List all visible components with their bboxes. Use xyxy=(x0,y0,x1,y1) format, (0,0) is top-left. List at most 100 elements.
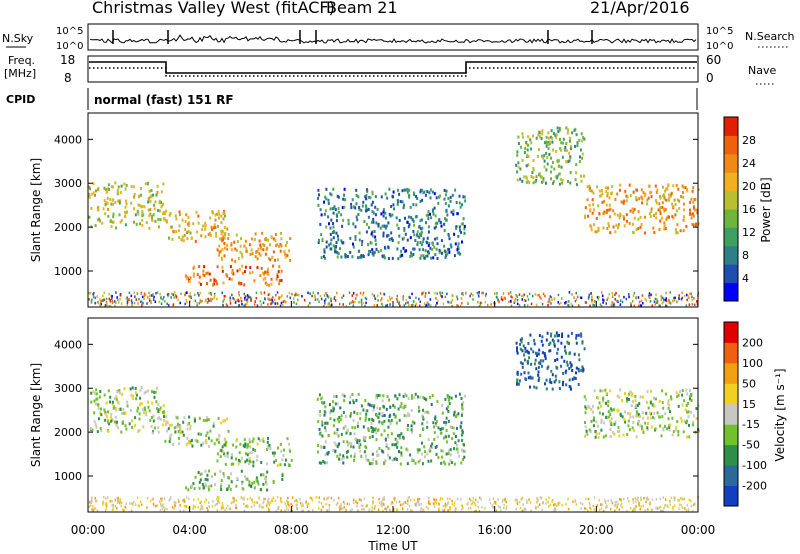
echo-cell xyxy=(406,190,409,194)
echo-cell xyxy=(427,217,430,221)
echo-cell xyxy=(629,415,632,419)
clutter-cell xyxy=(596,296,599,299)
clutter-cell xyxy=(588,295,590,298)
clutter-cell xyxy=(662,496,665,499)
clutter-cell xyxy=(601,304,603,308)
echo-cell xyxy=(337,238,340,242)
echo-cell xyxy=(604,388,607,392)
clutter-cell xyxy=(664,498,667,501)
echo-cell xyxy=(412,253,415,256)
echo-cell xyxy=(444,202,447,206)
echo-cell xyxy=(542,179,545,183)
echo-cell xyxy=(368,195,371,199)
echo-cell xyxy=(89,187,91,191)
clutter-cell xyxy=(678,503,681,506)
echo-cell xyxy=(421,198,424,202)
echo-cell xyxy=(168,236,170,240)
echo-cell xyxy=(262,482,265,486)
echo-cell xyxy=(159,218,162,222)
clutter-cell xyxy=(668,298,670,302)
clutter-cell xyxy=(275,510,278,513)
clutter-cell xyxy=(554,506,556,510)
echo-cell xyxy=(145,410,148,414)
clutter-cell xyxy=(301,510,303,513)
echo-cell xyxy=(145,413,148,416)
echo-cell xyxy=(206,478,209,482)
echo-cell xyxy=(359,449,362,453)
echo-cell xyxy=(358,238,361,242)
echo-cell xyxy=(319,410,322,414)
echo-cell xyxy=(573,128,576,132)
echo-cell xyxy=(650,389,653,393)
clutter-cell xyxy=(598,295,600,299)
echo-cell xyxy=(653,404,656,408)
echo-cell xyxy=(354,426,357,430)
echo-cell xyxy=(612,225,615,229)
clutter-cell xyxy=(510,304,513,308)
clutter-cell xyxy=(424,295,426,298)
clutter-cell xyxy=(133,301,136,305)
echo-cell xyxy=(694,223,697,227)
clutter-cell xyxy=(248,295,250,299)
echo-cell xyxy=(147,197,150,201)
echo-cell xyxy=(659,209,662,213)
echo-cell xyxy=(106,201,109,205)
echo-cell xyxy=(323,461,326,465)
clutter-cell xyxy=(105,297,108,301)
echo-cell xyxy=(676,198,679,202)
clutter-cell xyxy=(143,294,146,297)
echo-cell xyxy=(453,462,456,466)
echo-cell xyxy=(371,220,373,224)
echo-cell xyxy=(422,415,424,419)
echo-cell xyxy=(554,175,557,179)
echo-cell xyxy=(447,395,450,399)
echo-cell xyxy=(663,209,666,213)
echo-cell xyxy=(641,197,644,201)
echo-cell xyxy=(209,234,212,237)
echo-cell xyxy=(202,273,204,277)
echo-cell xyxy=(159,417,162,421)
clutter-cell xyxy=(439,294,442,297)
echo-cell xyxy=(655,191,658,194)
echo-cell xyxy=(447,452,450,456)
echo-cell xyxy=(667,399,670,403)
echo-cell xyxy=(134,416,137,420)
echo-cell xyxy=(343,394,346,398)
clutter-cell xyxy=(318,500,320,504)
echo-cell xyxy=(672,205,675,209)
clutter-cell xyxy=(436,301,438,305)
echo-cell xyxy=(205,418,208,422)
echo-cell xyxy=(639,414,642,418)
clutter-cell xyxy=(118,301,120,304)
echo-cell xyxy=(692,414,695,418)
clutter-cell xyxy=(491,504,494,507)
echo-cell xyxy=(340,255,343,259)
colorbar-swatch xyxy=(724,403,738,425)
echo-cell xyxy=(652,415,654,419)
echo-cell xyxy=(121,392,124,396)
clutter-cell xyxy=(265,504,268,508)
echo-cell xyxy=(336,445,339,449)
echo-cell xyxy=(618,434,621,438)
echo-cell xyxy=(619,212,622,216)
clutter-cell xyxy=(163,497,166,500)
echo-cell xyxy=(321,420,324,424)
echo-cell xyxy=(192,482,195,486)
echo-cell xyxy=(585,407,588,411)
echo-cell xyxy=(683,208,685,212)
clutter-cell xyxy=(161,504,164,508)
echo-cell xyxy=(462,195,465,199)
echo-cell xyxy=(561,179,564,183)
echo-cell xyxy=(98,417,100,421)
clutter-cell xyxy=(490,303,492,306)
echo-cell xyxy=(207,418,210,422)
clutter-cell xyxy=(576,295,579,299)
clutter-cell xyxy=(526,295,529,298)
echo-cell xyxy=(456,245,459,249)
clutter-cell xyxy=(488,498,491,501)
echo-cell xyxy=(329,417,332,421)
clutter-cell xyxy=(421,292,423,295)
echo-cell xyxy=(143,391,146,395)
clutter-cell xyxy=(378,497,380,501)
echo-cell xyxy=(216,282,219,286)
